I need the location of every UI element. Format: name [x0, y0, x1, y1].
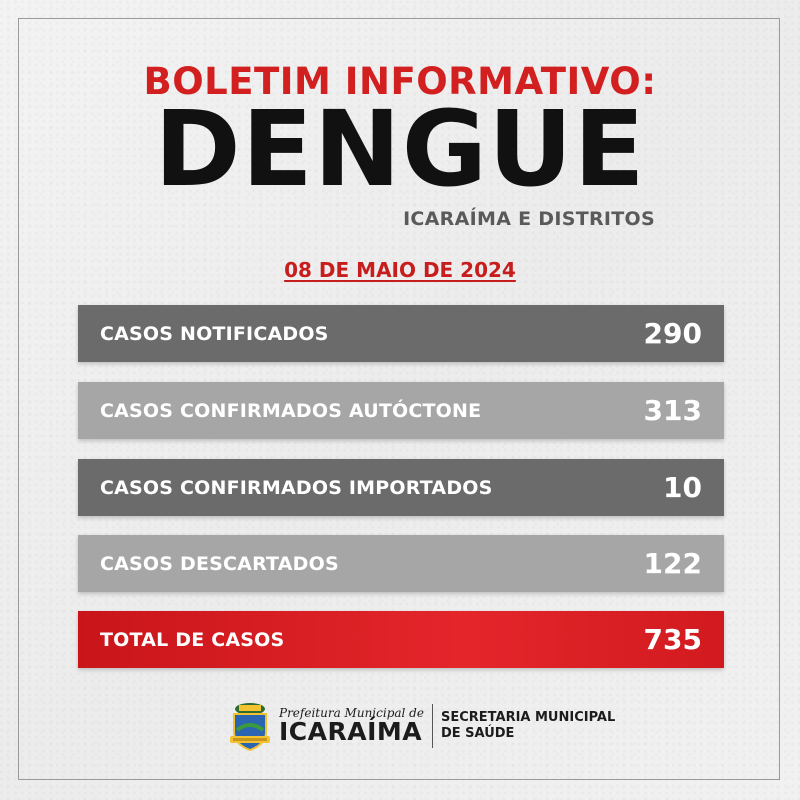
row-casos-notificados: CASOS NOTIFICADOS 290 [78, 305, 724, 362]
prefeitura-label: Prefeitura Municipal de [279, 705, 424, 720]
row-total-de-casos: TOTAL DE CASOS 735 [78, 611, 724, 668]
row-casos-descartados: CASOS DESCARTADOS 122 [78, 535, 724, 592]
row-label: CASOS CONFIRMADOS IMPORTADOS [100, 476, 493, 499]
row-casos-confirmados-importados: CASOS CONFIRMADOS IMPORTADOS 10 [78, 459, 724, 516]
location-subtitle: ICARAÍMA E DISTRITOS [403, 208, 655, 230]
city-name: ICARAÍMA [279, 716, 423, 746]
bulletin-date: 08 DE MAIO DE 2024 [284, 258, 516, 282]
row-casos-confirmados-autoctone: CASOS CONFIRMADOS AUTÓCTONE 313 [78, 382, 724, 439]
footer-divider [431, 704, 433, 748]
bulletin-heading: BOLETIM INFORMATIVO: [143, 60, 657, 103]
row-label: CASOS CONFIRMADOS AUTÓCTONE [100, 399, 482, 422]
row-value: 10 [663, 471, 702, 504]
row-label: TOTAL DE CASOS [100, 628, 285, 651]
secretaria-line-2: DE SAÚDE [440, 726, 515, 741]
row-value: 735 [643, 623, 702, 656]
row-label: CASOS DESCARTADOS [100, 552, 339, 575]
footer-logos: Prefeitura Municipal de ICARAÍMA SECRETA… [227, 700, 615, 752]
border-frame [18, 18, 780, 780]
row-value: 313 [643, 394, 702, 427]
prefeitura-logo: Prefeitura Municipal de ICARAÍMA [279, 707, 424, 745]
row-label: CASOS NOTIFICADOS [100, 322, 329, 345]
row-value: 122 [643, 547, 702, 580]
municipal-crest-icon [230, 703, 270, 752]
row-value: 290 [643, 317, 702, 350]
page-title: DENGUE [154, 88, 646, 210]
secretaria-label: SECRETARIA MUNICIPAL DE SAÚDE [441, 710, 615, 743]
secretaria-line-1: SECRETARIA MUNICIPAL [440, 709, 616, 725]
